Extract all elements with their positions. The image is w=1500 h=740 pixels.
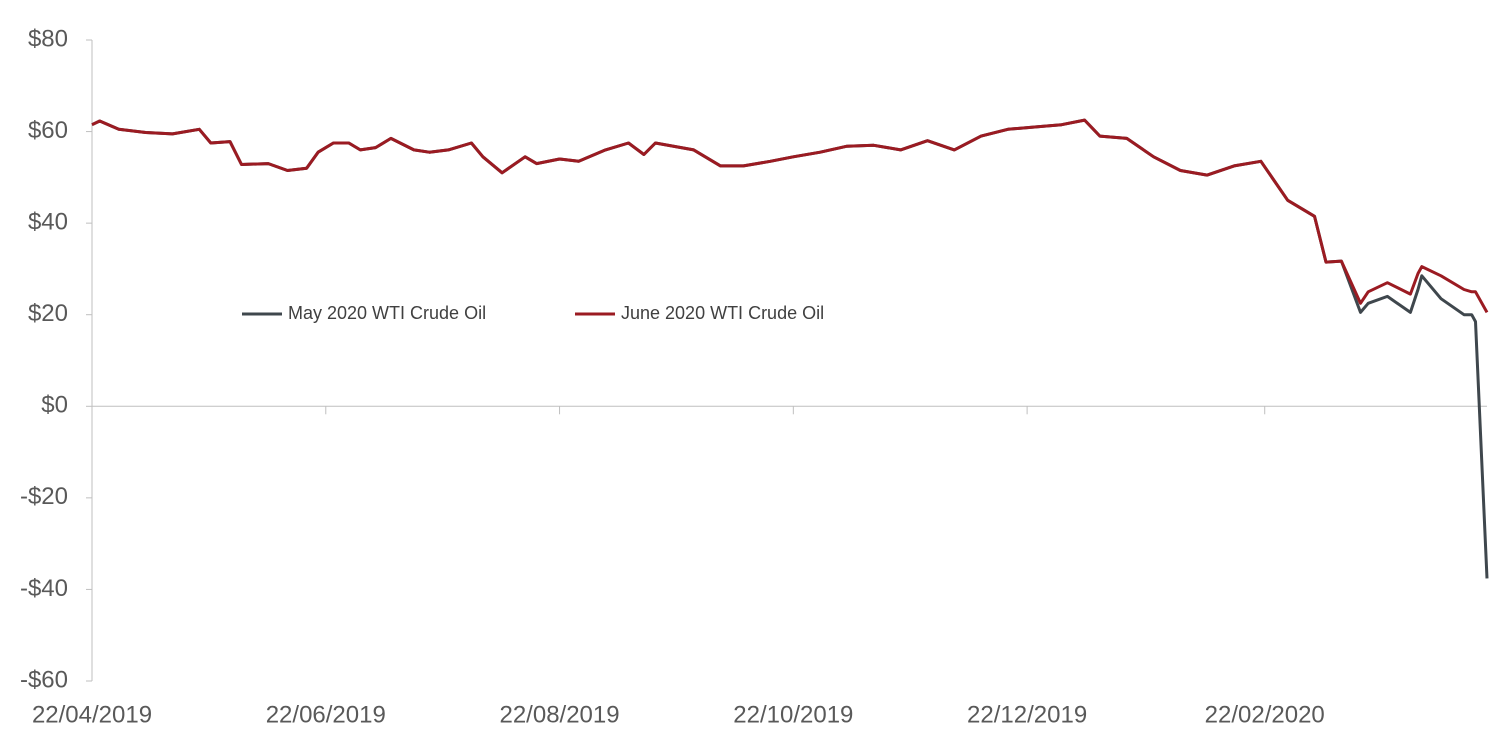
y-tick-label: $40	[28, 208, 68, 235]
y-tick-label: -$20	[20, 483, 68, 510]
x-tick-label: 22/08/2019	[499, 701, 619, 728]
series-line	[91, 118, 1489, 314]
x-tick-label: 22/06/2019	[266, 701, 386, 728]
x-tick-label: 22/12/2019	[967, 701, 1087, 728]
x-tick-label: 22/10/2019	[733, 701, 853, 728]
y-tick-label: $60	[28, 117, 68, 144]
legend-label: May 2020 WTI Crude Oil	[288, 303, 486, 323]
y-tick-label: $0	[41, 392, 68, 419]
legend-label: June 2020 WTI Crude Oil	[621, 303, 824, 323]
series-line	[91, 118, 1489, 579]
x-tick-label: 22/04/2019	[32, 701, 152, 728]
y-tick-label: -$60	[20, 666, 68, 693]
y-tick-label: $20	[28, 300, 68, 327]
x-tick-label: 22/02/2020	[1205, 701, 1325, 728]
y-tick-label: -$40	[20, 575, 68, 602]
y-tick-label: $80	[28, 25, 68, 52]
